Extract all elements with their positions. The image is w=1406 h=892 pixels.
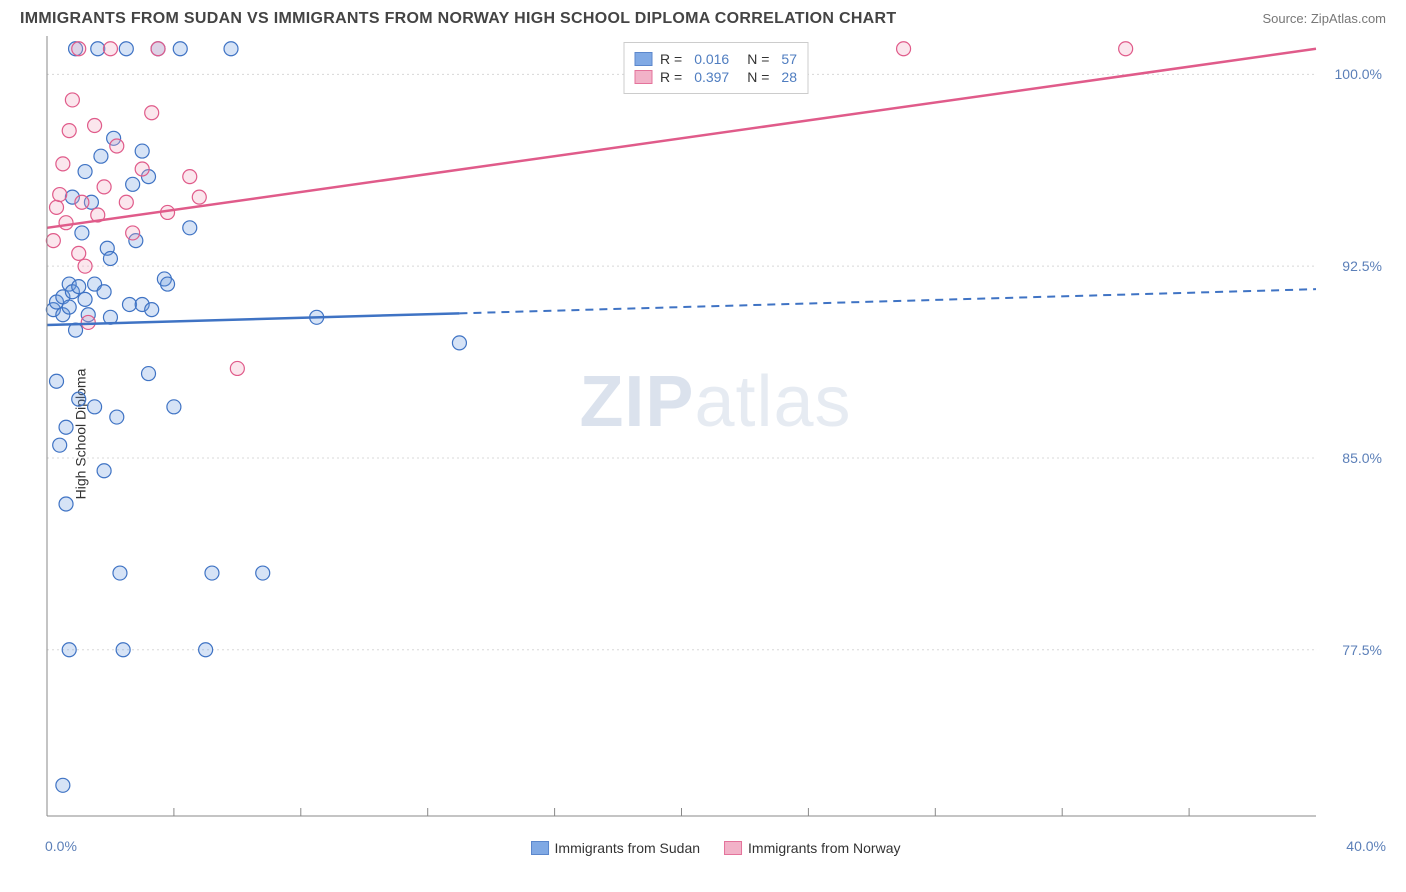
legend-r-label: R = bbox=[660, 51, 682, 67]
data-point bbox=[94, 149, 108, 163]
data-point bbox=[56, 778, 70, 792]
data-point bbox=[183, 170, 197, 184]
data-point bbox=[224, 42, 238, 56]
data-point bbox=[75, 226, 89, 240]
data-point bbox=[50, 374, 64, 388]
legend-label-sudan: Immigrants from Sudan bbox=[555, 840, 701, 856]
legend-n-value-sudan: 57 bbox=[781, 51, 797, 67]
data-point bbox=[59, 216, 73, 230]
y-tick-label: 100.0% bbox=[1335, 66, 1382, 82]
data-point bbox=[62, 300, 76, 314]
source-label: Source: ZipAtlas.com bbox=[1262, 11, 1386, 26]
data-point bbox=[161, 277, 175, 291]
data-point bbox=[97, 464, 111, 478]
data-point bbox=[78, 165, 92, 179]
data-point bbox=[126, 177, 140, 191]
data-point bbox=[53, 188, 67, 202]
data-point bbox=[145, 303, 159, 317]
data-point bbox=[46, 234, 60, 248]
data-point bbox=[183, 221, 197, 235]
data-point bbox=[72, 246, 86, 260]
legend-r-value-sudan: 0.016 bbox=[694, 51, 729, 67]
swatch-norway bbox=[724, 841, 742, 855]
series-legend: Immigrants from Sudan Immigrants from No… bbox=[531, 840, 901, 856]
data-point bbox=[199, 643, 213, 657]
data-point bbox=[72, 392, 86, 406]
data-point bbox=[452, 336, 466, 350]
data-point bbox=[142, 367, 156, 381]
legend-n-label: N = bbox=[747, 69, 769, 85]
data-point bbox=[59, 497, 73, 511]
data-point bbox=[192, 190, 206, 204]
data-point bbox=[75, 195, 89, 209]
data-point bbox=[103, 42, 117, 56]
data-point bbox=[897, 42, 911, 56]
y-tick-label: 77.5% bbox=[1342, 642, 1382, 658]
legend-row-norway: R = 0.397 N = 28 bbox=[634, 69, 797, 85]
data-point bbox=[1119, 42, 1133, 56]
data-point bbox=[50, 200, 64, 214]
data-point bbox=[135, 144, 149, 158]
data-point bbox=[88, 400, 102, 414]
data-point bbox=[53, 438, 67, 452]
data-point bbox=[62, 124, 76, 138]
data-point bbox=[119, 195, 133, 209]
data-point bbox=[110, 139, 124, 153]
correlation-legend: R = 0.016 N = 57 R = 0.397 N = 28 bbox=[623, 42, 808, 94]
data-point bbox=[167, 400, 181, 414]
chart-title: IMMIGRANTS FROM SUDAN VS IMMIGRANTS FROM… bbox=[20, 10, 896, 28]
data-point bbox=[72, 280, 86, 294]
data-point bbox=[72, 42, 86, 56]
data-point bbox=[116, 643, 130, 657]
swatch-sudan bbox=[634, 52, 652, 66]
legend-n-value-norway: 28 bbox=[781, 69, 797, 85]
data-point bbox=[151, 42, 165, 56]
y-tick-label: 85.0% bbox=[1342, 450, 1382, 466]
legend-n-label: N = bbox=[747, 51, 769, 67]
data-point bbox=[59, 420, 73, 434]
data-point bbox=[230, 361, 244, 375]
data-point bbox=[65, 93, 79, 107]
data-point bbox=[88, 119, 102, 133]
data-point bbox=[145, 106, 159, 120]
data-point bbox=[81, 315, 95, 329]
data-point bbox=[56, 157, 70, 171]
data-point bbox=[113, 566, 127, 580]
data-point bbox=[62, 643, 76, 657]
data-point bbox=[173, 42, 187, 56]
data-point bbox=[205, 566, 219, 580]
data-point bbox=[119, 42, 133, 56]
trend-line-extrapolated bbox=[459, 289, 1316, 313]
y-tick-label: 92.5% bbox=[1342, 258, 1382, 274]
legend-item-norway: Immigrants from Norway bbox=[724, 840, 900, 856]
legend-r-value-norway: 0.397 bbox=[694, 69, 729, 85]
data-point bbox=[256, 566, 270, 580]
legend-row-sudan: R = 0.016 N = 57 bbox=[634, 51, 797, 67]
data-point bbox=[126, 226, 140, 240]
data-point bbox=[103, 251, 117, 265]
data-point bbox=[91, 42, 105, 56]
data-point bbox=[122, 298, 136, 312]
data-point bbox=[135, 162, 149, 176]
data-point bbox=[78, 292, 92, 306]
data-point bbox=[97, 180, 111, 194]
scatter-chart bbox=[45, 34, 1386, 834]
legend-item-sudan: Immigrants from Sudan bbox=[531, 840, 701, 856]
data-point bbox=[110, 410, 124, 424]
title-bar: IMMIGRANTS FROM SUDAN VS IMMIGRANTS FROM… bbox=[0, 0, 1406, 34]
data-point bbox=[97, 285, 111, 299]
legend-label-norway: Immigrants from Norway bbox=[748, 840, 900, 856]
x-max-label: 40.0% bbox=[1346, 838, 1386, 854]
x-min-label: 0.0% bbox=[45, 838, 77, 854]
swatch-sudan bbox=[531, 841, 549, 855]
plot-area: High School Diploma ZIPatlas R = 0.016 N… bbox=[45, 34, 1386, 834]
legend-r-label: R = bbox=[660, 69, 682, 85]
swatch-norway bbox=[634, 70, 652, 84]
data-point bbox=[78, 259, 92, 273]
